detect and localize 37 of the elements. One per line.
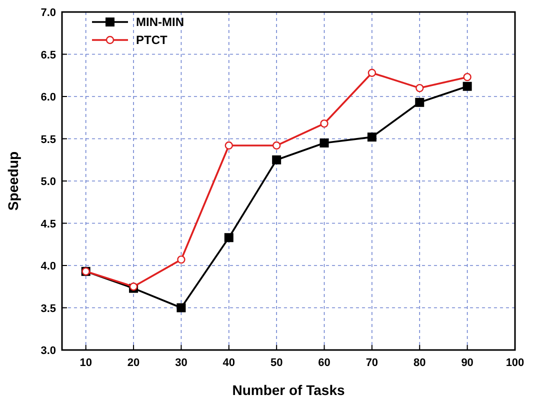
x-tick-label: 30 — [175, 357, 188, 369]
y-tick-label: 5.0 — [40, 176, 56, 188]
x-tick-label: 90 — [461, 357, 474, 369]
point — [224, 233, 234, 242]
y-tick-label: 6.0 — [40, 92, 56, 104]
point — [176, 303, 186, 312]
legend-label: MIN-MIN — [136, 15, 184, 29]
point — [272, 155, 282, 164]
y-axis-title: Speedup — [5, 151, 21, 211]
x-tick-label: 70 — [366, 357, 378, 369]
point — [416, 84, 424, 92]
y-tick-label: 3.0 — [40, 345, 56, 357]
x-tick-label: 100 — [506, 357, 524, 369]
x-tick-label: 40 — [222, 357, 236, 369]
x-tick-label: 10 — [80, 357, 92, 369]
point — [320, 119, 328, 128]
x-tick-label: 20 — [127, 357, 140, 369]
point — [272, 141, 281, 150]
x-tick-label: 60 — [318, 357, 330, 369]
y-tick-label: 4.5 — [40, 218, 56, 230]
point — [177, 255, 186, 264]
y-tick-label: 5.5 — [40, 134, 56, 146]
y-tick-label: 4.0 — [40, 260, 56, 272]
y-tick-label: 7.0 — [40, 7, 56, 19]
point — [224, 141, 233, 150]
point — [462, 82, 472, 91]
x-axis-title: Number of Tasks — [232, 382, 345, 398]
point — [368, 68, 376, 77]
point — [415, 98, 424, 107]
point — [367, 132, 376, 142]
y-tick-label: 6.5 — [40, 49, 56, 62]
legend-label: PTCT — [136, 33, 168, 47]
x-tick-label: 80 — [414, 357, 426, 369]
point — [463, 72, 472, 82]
y-tick-label: 3.5 — [40, 302, 56, 315]
x-tick-label: 50 — [270, 357, 283, 369]
point — [320, 138, 329, 148]
